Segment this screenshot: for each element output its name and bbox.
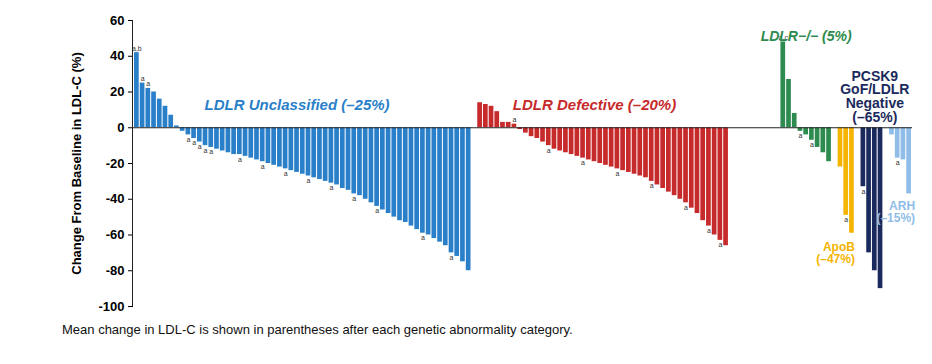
svg-text:a: a [844, 216, 848, 223]
svg-text:-20: -20 [106, 156, 125, 171]
svg-text:LDLR−/− (5%): LDLR−/− (5%) [761, 28, 852, 44]
svg-text:-60: -60 [106, 227, 125, 242]
svg-text:a,b: a,b [132, 45, 142, 52]
svg-text:a: a [204, 147, 208, 154]
svg-text:a: a [329, 184, 333, 191]
svg-text:a: a [650, 182, 654, 189]
svg-text:LDLR Defective (–20%): LDLR Defective (–20%) [513, 96, 676, 113]
svg-text:a: a [547, 147, 551, 154]
svg-text:20: 20 [110, 84, 124, 99]
svg-text:ARH(–15%): ARH(–15%) [876, 199, 915, 225]
svg-text:0: 0 [117, 120, 124, 135]
svg-text:Change From Baseline in LDL-C: Change From Baseline in LDL-C (%) [69, 52, 84, 274]
svg-text:a: a [861, 188, 865, 195]
svg-text:a: a [615, 170, 619, 177]
svg-text:-40: -40 [106, 191, 125, 206]
svg-text:40: 40 [110, 48, 124, 63]
svg-text:a: a [198, 143, 202, 150]
svg-text:a: a [146, 80, 150, 87]
svg-text:a: a [810, 141, 814, 148]
html-text:Mean change in LDL-C is shown: Mean change in LDL-C is shown in parenth… [62, 322, 573, 337]
svg-text:a: a [581, 159, 585, 166]
svg-text:a: a [718, 241, 722, 248]
svg-text:a: a [512, 116, 516, 123]
svg-text:a: a [261, 163, 265, 170]
svg-text:a: a [450, 254, 454, 261]
svg-text:60: 60 [110, 13, 124, 28]
svg-text:-80: -80 [106, 263, 125, 278]
svg-text:a: a [352, 195, 356, 202]
svg-text:LDLR Unclassified (–25%): LDLR Unclassified (–25%) [205, 96, 390, 113]
svg-text:a: a [141, 75, 145, 82]
svg-text:a: a [209, 148, 213, 155]
svg-text:a: a [186, 136, 190, 143]
svg-text:-100: -100 [98, 299, 124, 314]
svg-text:a: a [192, 139, 196, 146]
svg-text:a: a [798, 132, 802, 139]
svg-text:a: a [707, 227, 711, 234]
svg-text:a: a [307, 177, 311, 184]
svg-text:a: a [284, 170, 288, 177]
svg-text:a: a [375, 207, 379, 214]
svg-text:a: a [238, 156, 242, 163]
svg-text:PCSK9GoF/LDLRNegative(–65%): PCSK9GoF/LDLRNegative(–65%) [840, 67, 909, 125]
svg-text:a: a [421, 234, 425, 241]
svg-text:a: a [684, 204, 688, 211]
svg-text:ApoB(–47%): ApoB(–47%) [816, 240, 855, 266]
svg-text:a: a [896, 159, 900, 166]
